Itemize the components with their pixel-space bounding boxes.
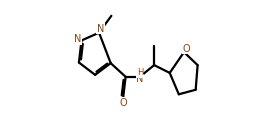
Text: N: N (136, 74, 144, 84)
Text: O: O (119, 98, 127, 108)
Text: N: N (97, 24, 104, 34)
Text: O: O (182, 44, 190, 54)
Text: H: H (137, 68, 143, 77)
Text: N: N (74, 34, 81, 44)
